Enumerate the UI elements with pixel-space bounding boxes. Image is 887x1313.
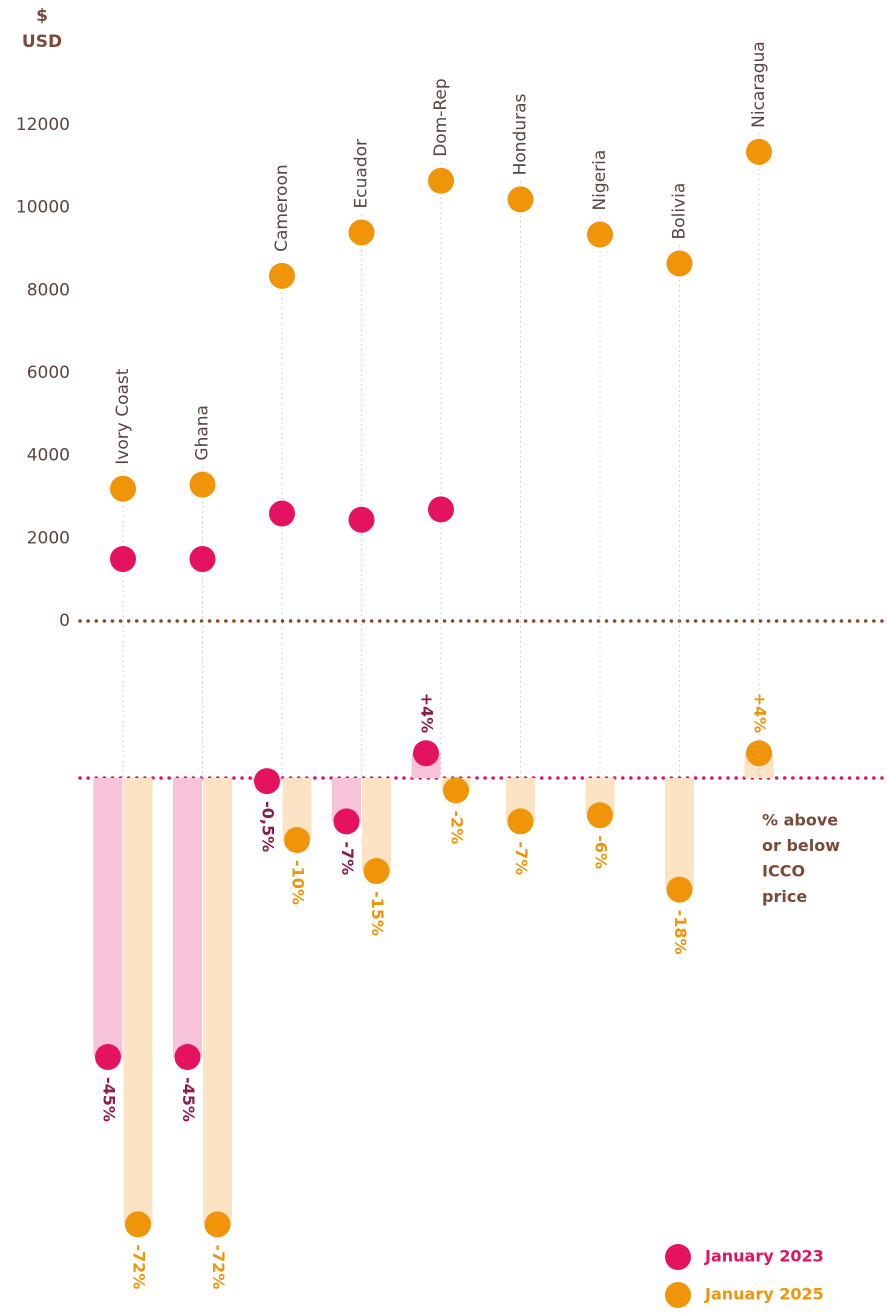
bar bbox=[665, 778, 694, 890]
dot bbox=[110, 475, 136, 502]
value-label: -2% bbox=[448, 810, 467, 844]
annotation: or below bbox=[762, 836, 840, 855]
legend-swatch bbox=[665, 1244, 691, 1270]
value-label: -45% bbox=[179, 1077, 198, 1122]
bar bbox=[362, 778, 391, 871]
category-label: Ecuador bbox=[352, 139, 372, 208]
y-tick-label: 8000 bbox=[27, 280, 70, 300]
value-label: -6% bbox=[592, 835, 611, 869]
bar bbox=[93, 778, 123, 1057]
dot bbox=[746, 138, 772, 165]
value-label: -15% bbox=[368, 891, 387, 936]
value-label: +4% bbox=[418, 693, 437, 734]
dot bbox=[363, 858, 390, 884]
dot bbox=[443, 777, 469, 804]
dot bbox=[110, 546, 136, 572]
dot bbox=[348, 219, 375, 246]
dot bbox=[587, 802, 613, 829]
dot bbox=[348, 506, 375, 533]
dot bbox=[204, 1211, 231, 1238]
category-label: Ghana bbox=[193, 405, 213, 461]
dot bbox=[95, 1044, 121, 1070]
dot bbox=[269, 262, 295, 289]
y-tick-label: 2000 bbox=[27, 528, 70, 548]
y-tick-label: 0 bbox=[59, 611, 70, 631]
bar bbox=[123, 778, 153, 1225]
dot bbox=[254, 768, 280, 795]
value-label: -7% bbox=[338, 841, 357, 875]
y-tick-label: 6000 bbox=[27, 363, 70, 383]
dot bbox=[507, 808, 534, 835]
dot bbox=[746, 740, 772, 767]
category-label: Dom-Rep bbox=[431, 78, 451, 156]
legend-label: January 2025 bbox=[704, 1285, 824, 1304]
dot bbox=[333, 808, 360, 835]
y-axis-label: $ bbox=[36, 6, 48, 26]
annotation: ICCO bbox=[762, 862, 805, 881]
dot bbox=[587, 221, 613, 248]
y-tick-label: 4000 bbox=[27, 446, 70, 466]
category-label: Ivory Coast bbox=[113, 368, 133, 464]
legend-swatch bbox=[665, 1282, 691, 1308]
bar bbox=[173, 778, 202, 1057]
value-label: -72% bbox=[209, 1244, 228, 1289]
dot bbox=[284, 827, 310, 853]
value-label: -0,5% bbox=[259, 801, 278, 852]
value-label: -45% bbox=[100, 1077, 119, 1122]
value-label: -10% bbox=[289, 860, 308, 905]
dot bbox=[189, 546, 216, 572]
dot bbox=[174, 1044, 201, 1070]
dot bbox=[666, 250, 693, 277]
value-label: -7% bbox=[512, 841, 531, 875]
value-label: -72% bbox=[130, 1244, 149, 1289]
dot bbox=[666, 876, 693, 903]
value-label: +4% bbox=[751, 693, 770, 734]
dot bbox=[428, 167, 454, 194]
value-label: -18% bbox=[671, 910, 690, 955]
dot bbox=[189, 471, 216, 498]
dot bbox=[507, 186, 534, 213]
dot bbox=[125, 1211, 151, 1238]
category-label: Cameroon bbox=[272, 164, 292, 252]
category-label: Nigeria bbox=[590, 150, 610, 211]
y-axis-label: USD bbox=[22, 32, 62, 52]
bar bbox=[203, 778, 232, 1225]
dot bbox=[413, 740, 439, 767]
dot bbox=[428, 496, 454, 523]
legend-label: January 2023 bbox=[704, 1247, 824, 1266]
dot bbox=[269, 500, 295, 527]
category-label: Bolivia bbox=[670, 183, 690, 240]
annotation: % above bbox=[762, 811, 838, 830]
category-label: Honduras bbox=[511, 93, 531, 175]
annotation: price bbox=[762, 887, 807, 906]
category-label: Nicaragua bbox=[749, 41, 769, 128]
y-tick-label: 12000 bbox=[16, 115, 70, 135]
y-tick-label: 10000 bbox=[16, 198, 70, 218]
